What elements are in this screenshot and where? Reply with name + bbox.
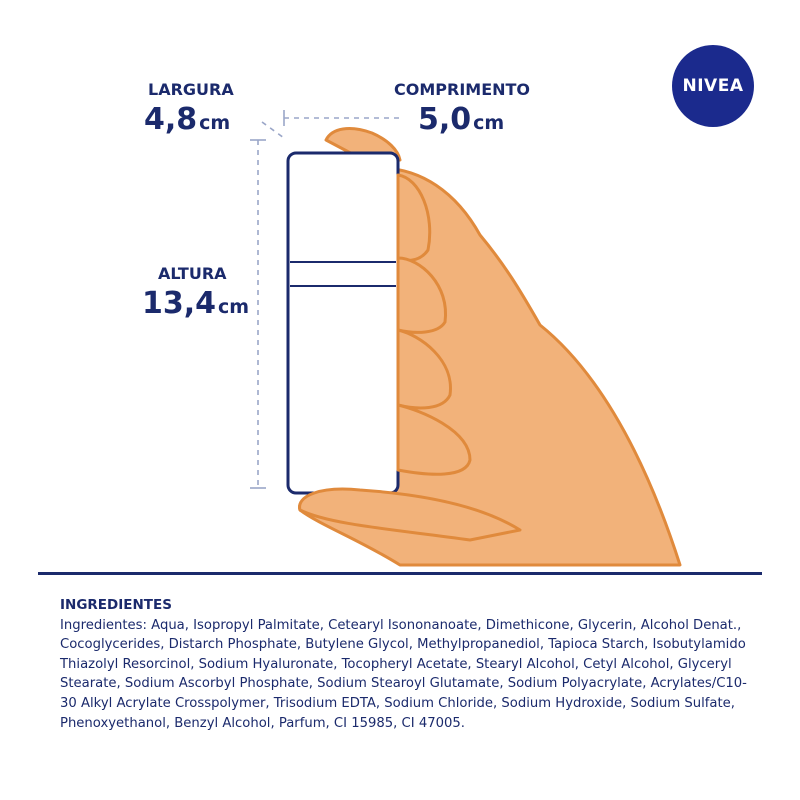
hand-fingers <box>298 173 522 542</box>
height-value: 13,4 cm <box>142 286 249 321</box>
length-unit: cm <box>473 112 505 134</box>
width-unit: cm <box>199 112 231 134</box>
divider-line <box>38 572 762 575</box>
ingredients-title: INGREDIENTES <box>60 597 172 613</box>
length-value: 5,0 cm <box>418 102 504 137</box>
length-label: COMPRIMENTO <box>394 80 531 99</box>
ingredients-section: INGREDIENTES Ingredientes: Aqua, Isoprop… <box>60 596 750 733</box>
width-label: LARGURA <box>148 80 234 99</box>
nivea-logo: NIVEA <box>672 45 754 127</box>
height-number: 13,4 <box>142 286 217 321</box>
width-value: 4,8 cm <box>144 102 230 137</box>
product-bottle <box>286 151 400 495</box>
dimension-guides <box>250 110 404 489</box>
width-number: 4,8 <box>144 102 198 137</box>
height-label: ALTURA <box>158 264 227 283</box>
ingredients-text: Ingredientes: Aqua, Isopropyl Palmitate,… <box>60 617 747 731</box>
product-size-illustration <box>250 110 682 567</box>
height-unit: cm <box>218 296 250 318</box>
length-number: 5,0 <box>418 102 472 137</box>
